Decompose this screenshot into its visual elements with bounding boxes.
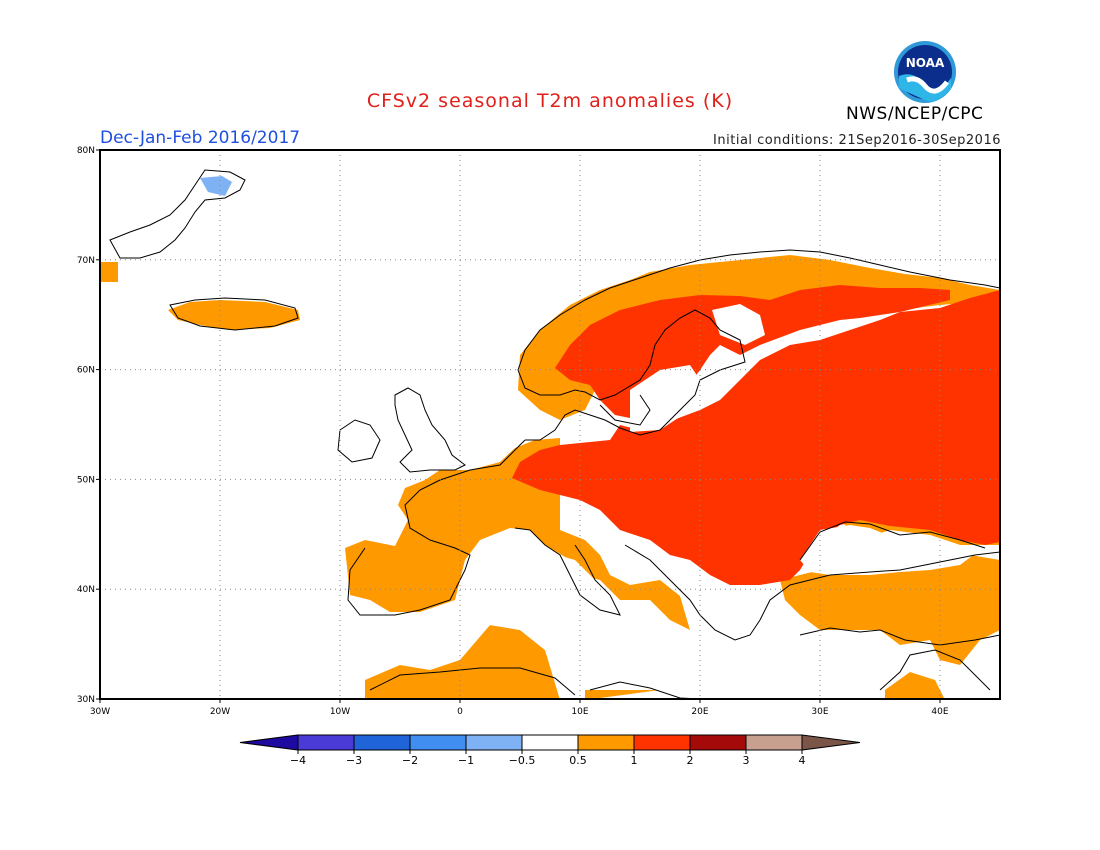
anomaly-map: 30W 20W 10W 0 10E 20E 30E 40E 80N 70N 60N 50N 40N 30N [77, 146, 1001, 717]
legend-bin [465, 734, 523, 751]
map-title: CFSv2 seasonal T2m anomalies (K) [366, 90, 734, 112]
legend-label: 1 [631, 754, 638, 767]
legend-label: −1 [458, 754, 474, 767]
region-svalbard [200, 176, 232, 196]
legend-label: 4 [799, 754, 806, 767]
lon-tick-label: 10E [571, 707, 588, 717]
region-iceland [168, 300, 300, 330]
region-turkey [780, 555, 1000, 665]
legend-bin [745, 734, 803, 751]
region-mediterranean-white [440, 550, 880, 690]
agency-label: NWS/NCEP/CPC [846, 104, 984, 124]
lon-tick-label: 10W [330, 707, 350, 717]
logo-text: NOAA [906, 56, 945, 70]
period-label: Dec-Jan-Feb 2016/2017 [100, 128, 301, 148]
legend-bin [409, 734, 467, 751]
lon-tick-label: 30E [811, 707, 828, 717]
legend-label: 3 [743, 754, 750, 767]
legend-label: −0.5 [509, 754, 536, 767]
axis-ticks: 30W 20W 10W 0 10E 20E 30E 40E 80N 70N 60N 50N 40N 30N [77, 146, 949, 717]
coastlines [109, 169, 1000, 699]
legend-bin [521, 734, 579, 751]
lat-tick-label: 80N [77, 146, 95, 156]
region-baltic-white [630, 365, 700, 432]
lat-tick-label: 50N [77, 475, 95, 485]
legend-bin [801, 734, 861, 751]
region-kola-white [712, 304, 765, 345]
legend-bin [689, 734, 747, 751]
legend-bin [577, 734, 635, 751]
legend-bin [239, 734, 299, 751]
region-greenland-edge [100, 262, 118, 282]
map-frame [99, 149, 1001, 700]
lat-tick-label: 30N [77, 695, 95, 705]
lon-tick-label: 0 [457, 707, 463, 717]
legend-label: 0.5 [569, 754, 587, 767]
lon-tick-label: 40E [931, 707, 948, 717]
legend-bin [297, 734, 355, 751]
lon-tick-label: 20W [210, 707, 230, 717]
region-levant [885, 672, 945, 699]
noaa-logo: NOAA [894, 41, 956, 103]
region-eastern-europe [512, 290, 1000, 585]
legend-bin [353, 734, 411, 751]
legend-label: −4 [290, 754, 306, 767]
legend-bin [633, 734, 691, 751]
lat-tick-label: 60N [77, 366, 95, 376]
region-western-europe [345, 438, 690, 630]
lon-tick-label: 20E [691, 707, 708, 717]
lat-tick-label: 70N [77, 256, 95, 266]
graticule [100, 150, 1000, 699]
legend-label: −3 [346, 754, 362, 767]
anomaly-shading [100, 176, 1000, 699]
lon-tick-label: 30W [90, 707, 110, 717]
legend-label: −2 [402, 754, 418, 767]
initial-conditions-label: Initial conditions: 21Sep2016-30Sep2016 [713, 133, 1001, 148]
region-north-africa [365, 625, 560, 699]
legend-label: 2 [687, 754, 694, 767]
lat-tick-label: 40N [77, 585, 95, 595]
